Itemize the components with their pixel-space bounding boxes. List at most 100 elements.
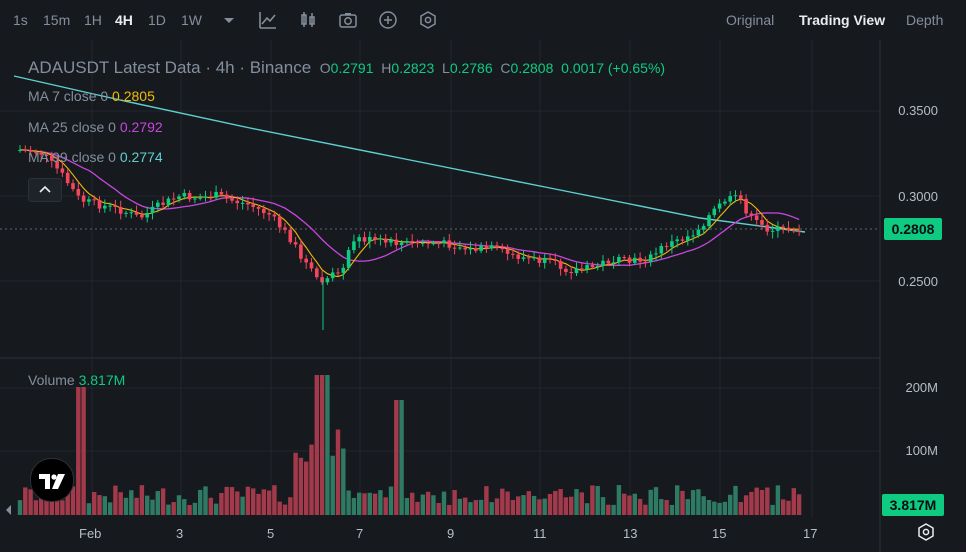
add-indicator-icon[interactable] (378, 10, 398, 30)
candle-body (415, 241, 420, 244)
volume-bar (680, 490, 685, 515)
candle-body (527, 257, 531, 259)
candle-body (601, 260, 605, 266)
candle-body (542, 257, 547, 263)
volume-bar (590, 485, 595, 515)
volume-bar (738, 502, 743, 515)
volume-bar (749, 491, 754, 515)
candle-body (405, 240, 409, 243)
volume-bar (600, 497, 606, 515)
volume-bar (410, 492, 415, 515)
candle-body (399, 242, 404, 246)
timeframe-1w[interactable]: 1W (181, 12, 202, 28)
timeframe-1d[interactable]: 1D (148, 12, 166, 28)
volume-bar (341, 448, 346, 515)
candle-body (617, 257, 621, 263)
collapse-legend-button[interactable] (28, 178, 62, 202)
symbol-title: ADAUSDT Latest Data · 4h · Binance (28, 58, 312, 77)
candle-body (717, 203, 722, 209)
volume-bar (171, 502, 176, 515)
candle-body (166, 198, 171, 205)
view-depth[interactable]: Depth (906, 12, 944, 28)
candle-type-icon[interactable] (298, 10, 318, 30)
volume-bar (362, 493, 367, 515)
volume-bar (245, 486, 251, 515)
candle-body (728, 196, 732, 202)
chart-settings-gear-icon[interactable] (916, 522, 936, 542)
candle-body (341, 267, 346, 273)
candle-body (760, 220, 764, 225)
volume-bar (118, 492, 123, 515)
volume-bar (346, 490, 351, 515)
candle-body (447, 240, 452, 248)
candle-body (686, 236, 690, 241)
volume-bar (261, 489, 266, 515)
volume-bar (706, 499, 712, 515)
ma99-legend[interactable]: MA 99 close 0 0.2774 (28, 149, 163, 165)
candle-body (776, 226, 780, 231)
screenshot-icon[interactable] (338, 10, 358, 30)
timeframe-15m[interactable]: 15m (43, 12, 71, 28)
volume-bar (378, 490, 383, 515)
candlesticks (18, 145, 801, 330)
x-tick: 11 (533, 526, 547, 541)
candle-body (71, 183, 75, 190)
volume-bar (351, 497, 357, 515)
candle-body (240, 202, 245, 204)
volume-bar (701, 496, 706, 515)
candle-body (235, 200, 240, 204)
candle-body (145, 212, 149, 218)
volume-bar (288, 497, 293, 515)
volume-bar (669, 504, 675, 515)
volume-bar (293, 452, 298, 515)
volume-bar (463, 497, 468, 515)
tradingview-logo[interactable] (30, 458, 74, 502)
candle-body (394, 239, 399, 246)
candle-body (177, 196, 181, 200)
x-tick: 13 (623, 526, 638, 541)
volume-bar (579, 492, 584, 515)
ma7-legend[interactable]: MA 7 close 0 0.2805 (28, 88, 155, 104)
high-value: 0.2823 (391, 60, 435, 76)
volume-bar (54, 499, 60, 515)
candle-body (129, 212, 134, 214)
volume-bar (595, 486, 600, 515)
candle-body (553, 259, 558, 261)
volume-bar (309, 444, 314, 515)
dropdown-icon[interactable] (219, 10, 239, 30)
view-original[interactable]: Original (726, 12, 775, 28)
volume-bar (574, 489, 579, 515)
candle-body (511, 253, 515, 255)
volume-bar (335, 429, 341, 515)
volume-bar (33, 500, 39, 515)
chart-settings-icon[interactable] (418, 10, 438, 30)
candle-body (28, 150, 33, 152)
view-trading-view[interactable]: Trading View (799, 12, 886, 28)
indicators-icon[interactable] (258, 10, 278, 30)
volume-bar (145, 495, 150, 515)
candle-body (797, 230, 801, 232)
timeframe-4h[interactable]: 4H (115, 12, 133, 28)
candle-body (55, 160, 59, 169)
candle-body (219, 191, 224, 195)
tradingview-logo-icon (39, 474, 65, 489)
candle-body (156, 202, 160, 207)
volume-bar (325, 375, 330, 515)
timeframe-1h[interactable]: 1H (84, 12, 102, 28)
volume-bar (176, 495, 182, 515)
timeframe-1s[interactable]: 1s (13, 12, 28, 28)
volume-bar (616, 485, 622, 515)
chevron-left-icon[interactable] (4, 502, 14, 518)
candle-body (251, 204, 255, 207)
ma25-legend[interactable]: MA 25 close 0 0.2792 (28, 119, 163, 135)
volume-bar (494, 498, 500, 515)
volume-value: 3.817M (78, 372, 126, 388)
candle-body (272, 214, 277, 217)
volume-bar (637, 498, 643, 515)
ma7-line (19, 149, 800, 278)
candle-body (140, 214, 144, 218)
volume-bar (754, 487, 759, 515)
volume-bar (129, 490, 134, 515)
volume-bar (39, 495, 44, 515)
